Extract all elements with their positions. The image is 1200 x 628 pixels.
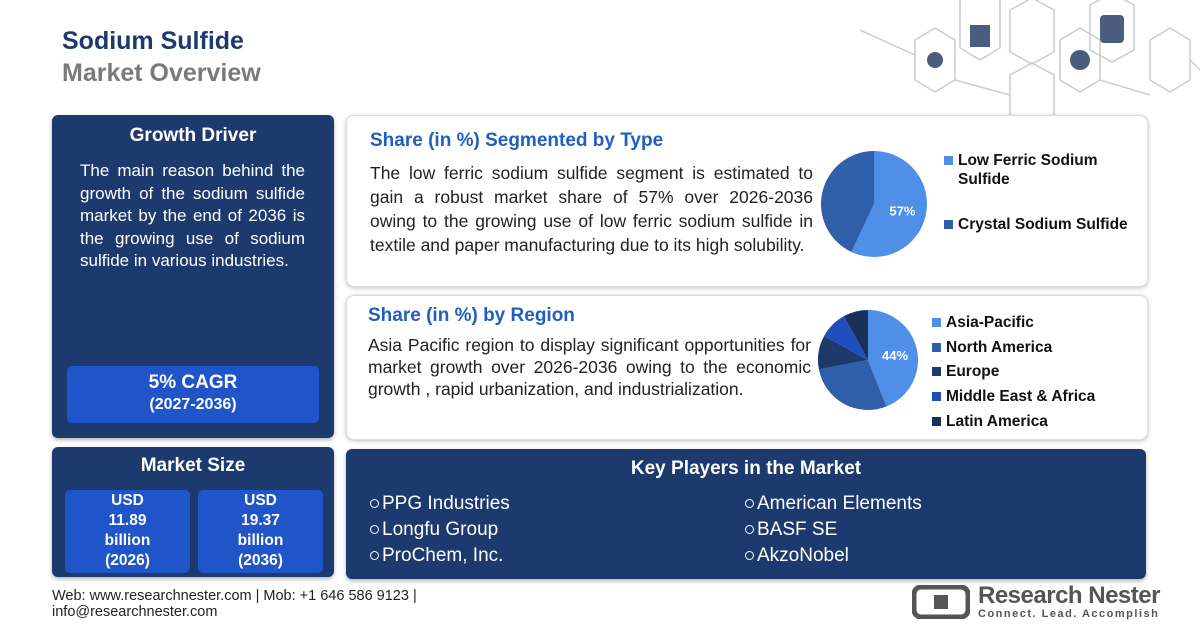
size-title: Market Size <box>140 455 246 476</box>
region-text: Asia Pacific region to display significa… <box>368 335 811 399</box>
size-box: USD 11.89 billion (2026) <box>65 490 190 573</box>
contact: Web: www.researchnester.com | Mob: +1 64… <box>52 588 417 620</box>
legend-label: Low Ferric Sodium Sulfide <box>958 152 1098 188</box>
legend-swatch <box>932 367 941 377</box>
legend-label: Europe <box>946 363 1000 381</box>
legend-label: North America <box>946 338 1053 356</box>
size-line: billion <box>104 532 151 549</box>
size-line: USD <box>111 492 144 509</box>
size-line: (2026) <box>105 552 150 569</box>
players-title: Key Players in the Market <box>630 458 862 479</box>
player: AkzoNobel <box>745 545 849 567</box>
size-line: (2036) <box>238 552 283 569</box>
legend-swatch <box>932 416 941 426</box>
legend-swatch <box>944 220 953 229</box>
growth-title: Growth Driver <box>129 125 257 146</box>
legend-swatch <box>932 318 941 327</box>
region-panel <box>346 295 1148 440</box>
legend-label: Asia-Pacific <box>946 314 1034 331</box>
tagline: Connect. Lead. Accomplish <box>978 608 1160 620</box>
cagr-period: (2027-2036) <box>149 396 237 413</box>
subtitle: Market Overview <box>62 59 261 87</box>
player: PPG Industries <box>370 493 510 515</box>
legend-swatch <box>932 342 941 352</box>
legend-label: Crystal Sodium Sulfide <box>958 216 1128 233</box>
region-title: Share (in %) by Region <box>368 305 575 326</box>
legend-label: Latin America <box>946 412 1048 430</box>
cagr-box: 5% CAGR (2027-2036) <box>67 366 319 423</box>
logo-icon <box>912 585 970 619</box>
player: Longfu Group <box>370 519 498 541</box>
hex-decoration <box>860 0 1200 128</box>
type-text: The low ferric sodium sulfide segment is… <box>370 163 813 255</box>
size-line: 11.89 <box>108 512 147 529</box>
legend-swatch <box>944 156 953 165</box>
type-title: Share (in %) Segmented by Type <box>370 130 664 151</box>
type-panel <box>346 115 1148 287</box>
legend-label: Middle East & Africa <box>946 388 1096 406</box>
player: ProChem, Inc. <box>370 545 503 567</box>
cagr: 5% CAGR <box>148 372 238 393</box>
size-line: billion <box>237 532 284 549</box>
brand: Research Nester <box>978 582 1160 609</box>
size-line: USD <box>244 492 277 509</box>
legend-swatch <box>932 392 941 402</box>
growth-text: The main reason behind the growth of the… <box>80 161 305 270</box>
player: American Elements <box>745 493 922 515</box>
size-box: USD 19.37 billion (2036) <box>198 490 323 573</box>
size-line: 19.37 <box>241 512 280 529</box>
player: BASF SE <box>745 519 837 541</box>
contact-line: Web: www.researchnester.com | Mob: +1 64… <box>52 588 417 604</box>
contact-line: info@researchnester.com <box>52 604 218 620</box>
title: Sodium Sulfide <box>62 27 244 55</box>
